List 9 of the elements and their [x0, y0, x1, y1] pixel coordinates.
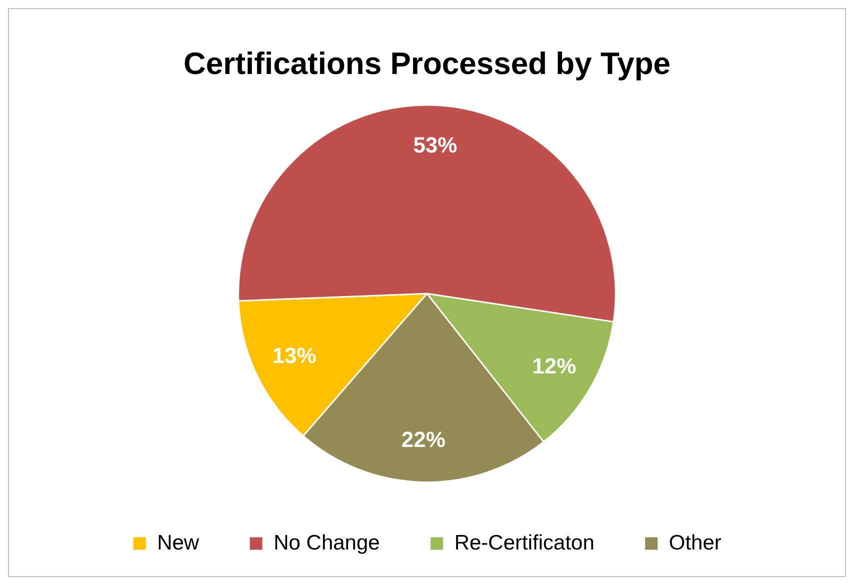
data-label: 53%	[413, 132, 458, 158]
chart-title: Certifications Processed by Type	[184, 46, 670, 82]
data-label: 22%	[401, 426, 446, 452]
legend-label: Re-Certificaton	[454, 531, 594, 554]
legend-label: New	[157, 531, 200, 554]
legend-label: Other	[668, 531, 722, 554]
data-label: 13%	[272, 343, 316, 368]
data-label: 12%	[532, 354, 576, 379]
legend-label: No Change	[274, 531, 380, 554]
